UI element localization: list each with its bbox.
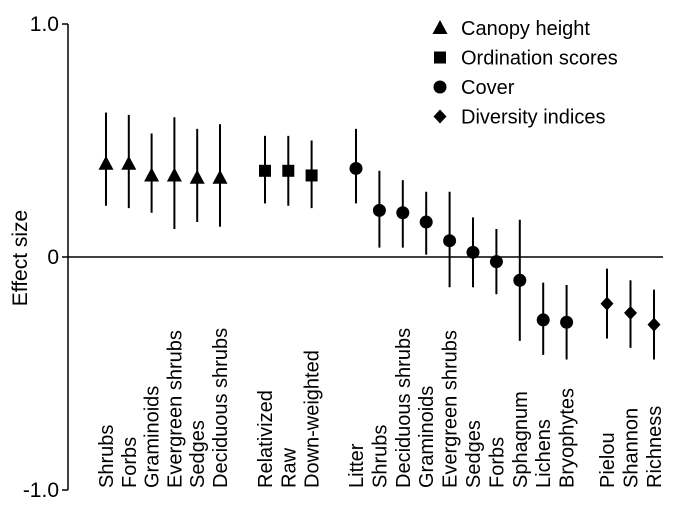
x-tick-label: Deciduous shrubs <box>210 328 232 488</box>
chart-axes: 1.0 0 -1.0 <box>23 13 663 502</box>
x-tick-label: Forbs <box>486 437 508 488</box>
series-circle <box>349 128 574 360</box>
series-triangle <box>98 112 228 230</box>
legend-square-marker <box>434 51 446 64</box>
square-marker <box>259 164 271 177</box>
y-tick-label: -1.0 <box>23 479 59 502</box>
x-tick-label: Relativized <box>255 390 277 488</box>
legend-label: Cover <box>461 77 515 99</box>
diamond-marker <box>647 317 661 332</box>
y-axis-label: Effect size <box>9 210 32 307</box>
circle-marker <box>489 255 503 269</box>
x-tick-label: Shannon <box>621 408 643 488</box>
circle-marker <box>396 206 410 220</box>
x-tick-label: Pielou <box>597 432 619 488</box>
series-square <box>259 135 318 209</box>
circle-marker <box>513 273 527 287</box>
legend-label: Diversity indices <box>461 107 605 129</box>
x-tick-label: Raw <box>278 447 300 488</box>
x-tick-label: Lichens <box>533 419 555 488</box>
x-tick-label: Graminoids <box>142 386 164 488</box>
x-tick-label: Evergreen shrubs <box>440 330 462 488</box>
triangle-marker <box>144 167 160 182</box>
circle-marker <box>536 313 550 327</box>
x-tick-labels: Shrubs Forbs Graminoids Evergreen shrubs Sed… <box>96 328 666 488</box>
x-tick-label: Shrubs <box>369 425 391 488</box>
x-tick-label: Litter <box>346 443 368 488</box>
circle-marker <box>349 161 363 175</box>
circle-marker <box>372 203 386 217</box>
circle-marker <box>419 215 433 229</box>
chart-legend: Canopy height Ordination scores Cover Diver… <box>432 18 618 129</box>
x-tick-label: Deciduous shrubs <box>393 328 415 488</box>
circle-marker <box>560 315 574 329</box>
legend-circle-marker <box>433 80 447 94</box>
x-tick-label: Sphagnum <box>510 391 532 488</box>
square-marker <box>305 169 318 182</box>
x-tick-label: Sedges <box>463 420 485 488</box>
x-tick-label: Down-weighted <box>302 350 324 488</box>
circle-marker <box>443 234 457 248</box>
x-tick-label: Bryophytes <box>557 388 579 488</box>
y-tick-label: 1.0 <box>30 13 59 36</box>
x-tick-label: Shrubs <box>96 425 118 488</box>
chart-series <box>98 112 661 360</box>
x-tick-label: Richness <box>644 406 666 488</box>
diamond-marker <box>624 305 637 320</box>
triangle-marker <box>166 167 182 182</box>
x-tick-label: Evergreen shrubs <box>164 330 186 488</box>
x-tick-label: Sedges <box>187 420 209 488</box>
x-tick-label: Forbs <box>119 437 141 488</box>
circle-marker <box>466 245 480 259</box>
legend-label: Ordination scores <box>461 48 618 70</box>
triangle-marker <box>189 169 205 184</box>
triangle-marker <box>212 169 228 184</box>
square-marker <box>282 164 295 177</box>
triangle-marker <box>98 155 114 170</box>
legend-diamond-marker <box>433 109 447 124</box>
series-diamond <box>600 268 661 360</box>
legend-label: Canopy height <box>461 18 590 40</box>
y-tick-label: 0 <box>47 246 59 269</box>
triangle-marker <box>121 155 137 170</box>
legend-triangle-marker <box>432 20 448 34</box>
diamond-marker <box>600 296 614 311</box>
x-tick-label: Graminoids <box>416 386 438 488</box>
